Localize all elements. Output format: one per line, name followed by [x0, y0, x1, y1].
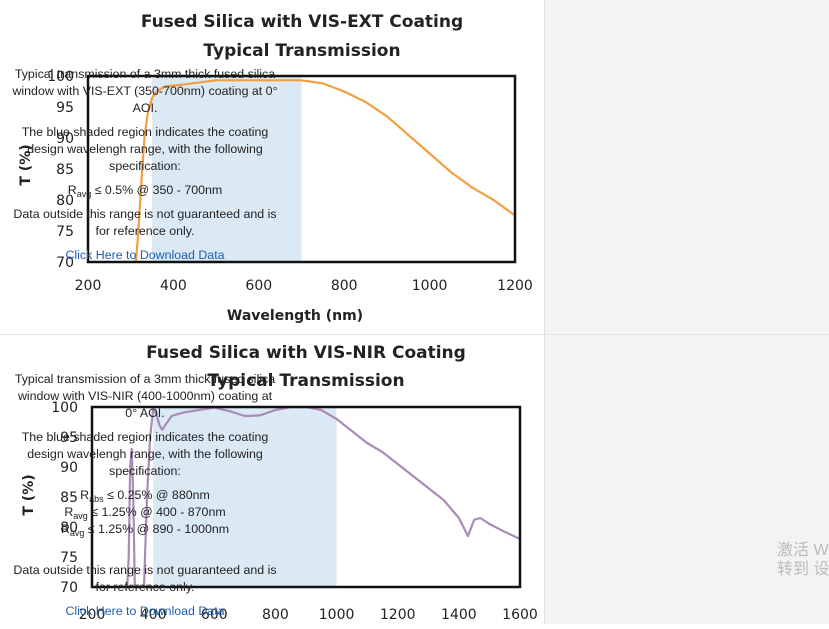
chart-title-line1: Fused Silica with VIS-EXT Coating	[141, 12, 463, 32]
x-tick-label: 600	[245, 278, 272, 294]
transmission-series-line	[126, 407, 520, 587]
description-panel-vis-ext	[545, 0, 829, 334]
spec-symbol: R	[60, 522, 70, 536]
description-vis-ext: Typical transmission of a 3mm thick fuse…	[12, 66, 278, 271]
y-tick-label: 75	[56, 224, 74, 240]
spec-subscript: avg	[76, 189, 92, 199]
y-tick-label: 70	[56, 255, 74, 271]
y-axis-label: T (%)	[21, 474, 37, 515]
windows-activation-watermark: 激活 Windows 转到 设置以激活 Windows。	[777, 541, 829, 579]
design-range-shading	[153, 407, 337, 587]
transmission-series-line	[134, 79, 515, 262]
x-tick-label: 800	[331, 278, 358, 294]
spec-symbol: R	[64, 505, 74, 519]
spec-text: ≤ 1.25% @ 890 - 1000nm	[87, 522, 230, 536]
y-tick-label: 90	[60, 460, 78, 476]
description-shading-note: The blue shaded region indicates the coa…	[21, 430, 269, 478]
product-row-vis-nir: Fused Silica with VIS-NIR Coating Typica…	[0, 335, 829, 624]
x-tick-label: 400	[140, 607, 167, 623]
chart-title-line2: Typical Transmission	[207, 371, 404, 391]
spec-line: Ravg ≤ 1.25% @ 400 - 870nm	[12, 504, 278, 521]
x-tick-label: 600	[201, 607, 228, 623]
design-range-shading	[152, 76, 302, 262]
y-axis-label: T (%)	[18, 144, 34, 185]
x-tick-label: 200	[75, 278, 102, 294]
x-tick-label: 200	[79, 607, 106, 623]
y-tick-label: 80	[60, 520, 78, 536]
spec-line: Rabs ≤ 0.25% @ 880nm	[12, 487, 278, 504]
transmission-chart-vis-ext: Fused Silica with VIS-EXT Coating Typica…	[18, 12, 533, 324]
x-tick-label: 1000	[412, 278, 448, 294]
y-tick-label: 90	[56, 131, 74, 147]
description-shading-note: The blue shaded region indicates the coa…	[21, 125, 269, 173]
x-tick-label: 800	[262, 607, 289, 623]
spec-text: ≤ 0.5% @ 350 - 700nm	[94, 183, 223, 197]
y-tick-label: 85	[60, 490, 78, 506]
description-panel-vis-nir	[545, 335, 829, 624]
y-tick-label: 95	[60, 430, 78, 446]
spec-text: ≤ 1.25% @ 400 - 870nm	[91, 505, 226, 519]
chart-title-line2: Typical Transmission	[203, 41, 400, 61]
x-tick-label: 1600	[502, 607, 538, 623]
watermark-line1: 激活 Windows	[777, 542, 829, 559]
spec-line: Ravg ≤ 1.25% @ 890 - 1000nm	[12, 521, 278, 538]
download-data-link[interactable]: Click Here to Download Data	[65, 248, 225, 262]
x-tick-label: 400	[160, 278, 187, 294]
spec-subscript: avg	[73, 511, 88, 521]
x-axis-label: Wavelength (nm)	[227, 308, 363, 324]
x-tick-label: 1200	[380, 607, 416, 623]
y-tick-label: 75	[60, 550, 78, 566]
y-tick-label: 100	[51, 400, 78, 416]
spec-line: Ravg ≤ 0.5% @ 350 - 700nm	[12, 182, 278, 199]
plot-frame	[86, 74, 517, 264]
chart-title-line1: Fused Silica with VIS-NIR Coating	[146, 343, 466, 363]
y-tick-label: 100	[47, 69, 74, 85]
y-tick-label: 95	[56, 100, 74, 116]
transmission-chart-vis-nir: Fused Silica with VIS-NIR Coating Typica…	[21, 343, 538, 623]
spec-subscript: avg	[69, 528, 85, 538]
y-tick-label: 80	[56, 193, 74, 209]
y-tick-label: 70	[60, 580, 78, 596]
chart-cell-vis-nir: Fused Silica with VIS-NIR Coating Typica…	[0, 335, 545, 624]
spec-list: Rabs ≤ 0.25% @ 880nm Ravg ≤ 1.25% @ 400 …	[12, 487, 278, 538]
watermark-line2: 转到 设置以激活 Windows。	[777, 561, 829, 578]
x-tick-label: 1200	[497, 278, 533, 294]
spec-symbol: R	[80, 488, 90, 502]
description-disclaimer: Data outside this range is not guarantee…	[13, 207, 277, 238]
spec-text: ≤ 0.25% @ 880nm	[107, 488, 210, 502]
spec-subscript: abs	[89, 494, 104, 504]
plot-frame	[90, 405, 522, 589]
x-tick-label: 1400	[441, 607, 477, 623]
chart-cell-vis-ext: Fused Silica with VIS-EXT Coating Typica…	[0, 0, 545, 334]
y-tick-label: 85	[56, 162, 74, 178]
description-summary: Typical transmission of a 3mm thick fuse…	[14, 372, 276, 420]
description-vis-nir: Typical transmission of a 3mm thick fuse…	[12, 371, 278, 627]
spec-symbol: R	[67, 183, 77, 197]
description-disclaimer: Data outside this range is not guarantee…	[13, 563, 277, 594]
download-data-link[interactable]: Click Here to Download Data	[65, 604, 225, 618]
description-summary: Typical transmission of a 3mm thick fuse…	[12, 67, 278, 115]
x-tick-label: 1000	[319, 607, 355, 623]
product-row-vis-ext: Fused Silica with VIS-EXT Coating Typica…	[0, 0, 829, 335]
